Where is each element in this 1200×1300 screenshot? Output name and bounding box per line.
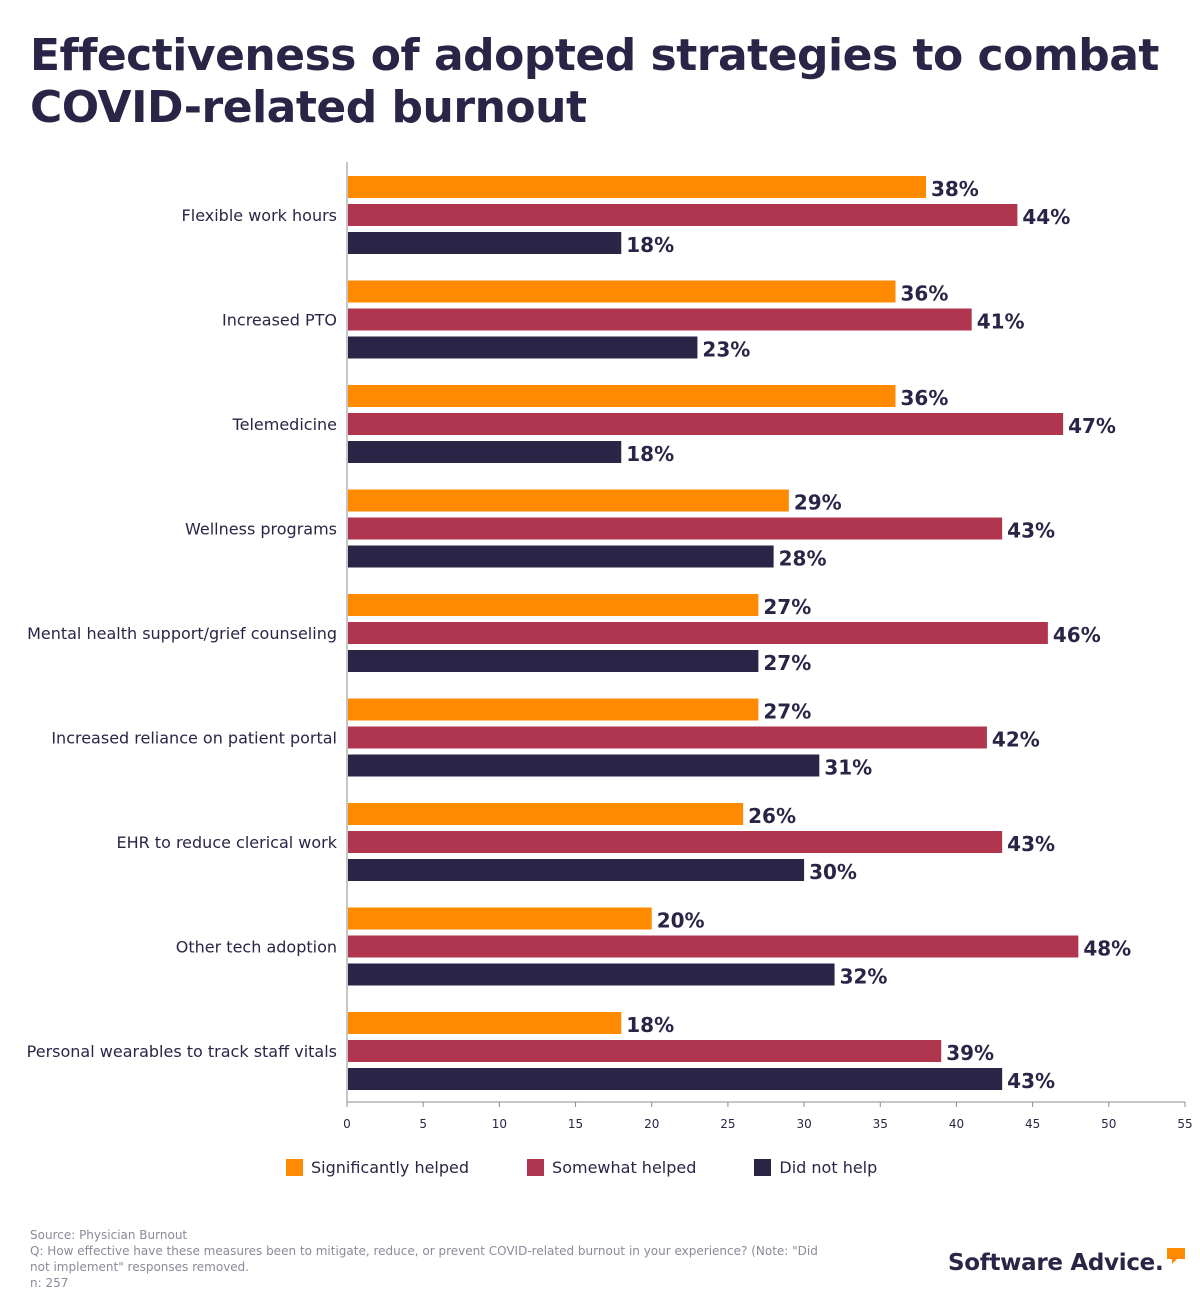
speech-bubble-icon xyxy=(1167,1248,1186,1264)
bar-significantly-helped-mental-health-support-grief-counseling xyxy=(348,594,759,616)
legend-item-did-not-help: Did not help xyxy=(754,1158,877,1177)
bar-somewhat-helped-ehr-to-reduce-clerical-work xyxy=(348,831,1003,853)
legend-item-somewhat-helped: Somewhat helped xyxy=(527,1158,696,1177)
bar-significantly-helped-flexible-work-hours xyxy=(348,176,926,198)
value-label-somewhat-helped-ehr-to-reduce-clerical-work: 43% xyxy=(1007,832,1055,856)
brand-name: Software Advice xyxy=(948,1250,1155,1276)
bar-did-not-help-wellness-programs xyxy=(348,545,774,568)
bar-did-not-help-telemedicine xyxy=(348,441,622,463)
bar-did-not-help-other-tech-adoption xyxy=(348,963,835,986)
x-tick-label-50: 50 xyxy=(1101,1117,1116,1131)
x-tick-label-0: 0 xyxy=(343,1117,351,1131)
legend: Significantly helped Somewhat helped Did… xyxy=(286,1158,935,1177)
value-label-somewhat-helped-personal-wearables-to-track-staff-vitals: 39% xyxy=(946,1041,994,1065)
bar-significantly-helped-other-tech-adoption xyxy=(348,907,652,930)
x-tick-label-40: 40 xyxy=(949,1117,964,1131)
bar-did-not-help-personal-wearables-to-track-staff-vitals xyxy=(348,1068,1003,1090)
legend-label-somewhat-helped: Somewhat helped xyxy=(552,1158,697,1177)
category-label-personal-wearables-to-track-staff-vitals: Personal wearables to track staff vitals xyxy=(27,1042,337,1061)
bar-somewhat-helped-other-tech-adoption xyxy=(348,935,1079,958)
category-label-increased-pto: Increased PTO xyxy=(222,311,337,330)
bar-did-not-help-increased-reliance-on-patient-portal xyxy=(348,754,820,777)
value-label-did-not-help-increased-reliance-on-patient-portal: 31% xyxy=(824,756,872,780)
bar-significantly-helped-wellness-programs xyxy=(348,489,789,512)
bar-significantly-helped-telemedicine xyxy=(348,385,896,407)
bar-significantly-helped-increased-pto xyxy=(348,280,896,303)
chart-title: Effectiveness of adopted strategies to c… xyxy=(30,30,1159,133)
x-tick-label-30: 30 xyxy=(796,1117,811,1131)
value-label-somewhat-helped-other-tech-adoption: 48% xyxy=(1083,937,1131,961)
category-label-other-tech-adoption: Other tech adoption xyxy=(176,938,337,957)
value-label-somewhat-helped-increased-reliance-on-patient-portal: 42% xyxy=(992,728,1040,752)
bar-somewhat-helped-wellness-programs xyxy=(348,517,1003,540)
brand-mark: . xyxy=(1154,1250,1164,1276)
x-tick-label-55: 55 xyxy=(1177,1117,1192,1131)
category-label-flexible-work-hours: Flexible work hours xyxy=(182,206,337,225)
value-label-did-not-help-personal-wearables-to-track-staff-vitals: 43% xyxy=(1007,1069,1055,1093)
value-label-did-not-help-ehr-to-reduce-clerical-work: 30% xyxy=(809,860,857,884)
value-label-significantly-helped-telemedicine: 36% xyxy=(901,386,949,410)
value-label-significantly-helped-personal-wearables-to-track-staff-vitals: 18% xyxy=(626,1013,674,1037)
category-label-telemedicine: Telemedicine xyxy=(232,415,337,434)
bar-somewhat-helped-personal-wearables-to-track-staff-vitals xyxy=(348,1040,942,1062)
value-label-did-not-help-telemedicine: 18% xyxy=(626,442,674,466)
x-tick-label-10: 10 xyxy=(492,1117,507,1131)
value-label-somewhat-helped-mental-health-support-grief-counseling: 46% xyxy=(1053,623,1101,647)
legend-label-did-not-help: Did not help xyxy=(779,1158,878,1177)
bar-did-not-help-ehr-to-reduce-clerical-work xyxy=(348,859,805,881)
bar-somewhat-helped-flexible-work-hours xyxy=(348,204,1018,226)
bar-did-not-help-flexible-work-hours xyxy=(348,232,622,254)
value-label-significantly-helped-wellness-programs: 29% xyxy=(794,491,842,515)
legend-swatch-did-not-help xyxy=(754,1159,772,1176)
bar-chart: 0 5 10 15 20 25 30 35 40 45 50 55 Flexible work hour… xyxy=(27,162,1193,1131)
value-label-did-not-help-other-tech-adoption: 32% xyxy=(840,965,888,989)
x-tick-label-35: 35 xyxy=(873,1117,888,1131)
bar-somewhat-helped-telemedicine xyxy=(348,413,1064,435)
category-label-wellness-programs: Wellness programs xyxy=(185,520,337,539)
value-label-did-not-help-wellness-programs: 28% xyxy=(779,547,827,571)
category-label-mental-health-support-grief-counseling: Mental health support/grief counseling xyxy=(27,624,337,643)
value-label-somewhat-helped-wellness-programs: 43% xyxy=(1007,519,1055,543)
value-label-significantly-helped-flexible-work-hours: 38% xyxy=(931,177,979,201)
bar-did-not-help-mental-health-support-grief-counseling xyxy=(348,650,759,672)
value-label-significantly-helped-increased-reliance-on-patient-portal: 27% xyxy=(763,700,811,724)
value-label-somewhat-helped-flexible-work-hours: 44% xyxy=(1022,205,1070,229)
x-tick-label-45: 45 xyxy=(1025,1117,1040,1131)
value-label-somewhat-helped-increased-pto: 41% xyxy=(977,310,1025,334)
value-label-did-not-help-flexible-work-hours: 18% xyxy=(626,233,674,257)
category-label-ehr-to-reduce-clerical-work: EHR to reduce clerical work xyxy=(116,833,337,852)
source-note: Source: Physician Burnout xyxy=(30,1228,188,1242)
value-label-significantly-helped-increased-pto: 36% xyxy=(901,282,949,306)
bar-somewhat-helped-mental-health-support-grief-counseling xyxy=(348,622,1048,644)
sample-size-note: n: 257 xyxy=(30,1276,69,1290)
x-tick-label-20: 20 xyxy=(644,1117,659,1131)
bar-significantly-helped-increased-reliance-on-patient-portal xyxy=(348,698,759,721)
value-label-significantly-helped-other-tech-adoption: 20% xyxy=(657,909,705,933)
value-label-significantly-helped-mental-health-support-grief-counseling: 27% xyxy=(763,595,811,619)
question-note-line-2: not implement" responses removed. xyxy=(30,1260,250,1274)
category-label-increased-reliance-on-patient-portal: Increased reliance on patient portal xyxy=(51,729,337,748)
value-label-somewhat-helped-telemedicine: 47% xyxy=(1068,414,1116,438)
legend-item-significantly-helped: Significantly helped xyxy=(286,1158,469,1177)
bar-significantly-helped-personal-wearables-to-track-staff-vitals xyxy=(348,1012,622,1034)
value-label-significantly-helped-ehr-to-reduce-clerical-work: 26% xyxy=(748,804,796,828)
bar-somewhat-helped-increased-reliance-on-patient-portal xyxy=(348,726,987,749)
software-advice-logo: Software Advice. xyxy=(948,1248,1187,1276)
bar-did-not-help-increased-pto xyxy=(348,336,698,359)
x-tick-label-15: 15 xyxy=(568,1117,583,1131)
bar-somewhat-helped-increased-pto xyxy=(348,308,972,331)
legend-swatch-significantly-helped xyxy=(286,1159,303,1176)
question-note-line-1: Q: How effective have these measures bee… xyxy=(30,1244,818,1258)
x-tick-label-25: 25 xyxy=(720,1117,735,1131)
x-tick-label-5: 5 xyxy=(419,1117,427,1131)
footer-notes: Source: Physician Burnout Q: How effecti… xyxy=(30,1227,870,1291)
bar-significantly-helped-ehr-to-reduce-clerical-work xyxy=(348,803,744,825)
legend-swatch-somewhat-helped xyxy=(527,1159,545,1176)
legend-label-significantly-helped: Significantly helped xyxy=(311,1158,470,1177)
value-label-did-not-help-increased-pto: 23% xyxy=(702,338,750,362)
value-label-did-not-help-mental-health-support-grief-counseling: 27% xyxy=(763,651,811,675)
